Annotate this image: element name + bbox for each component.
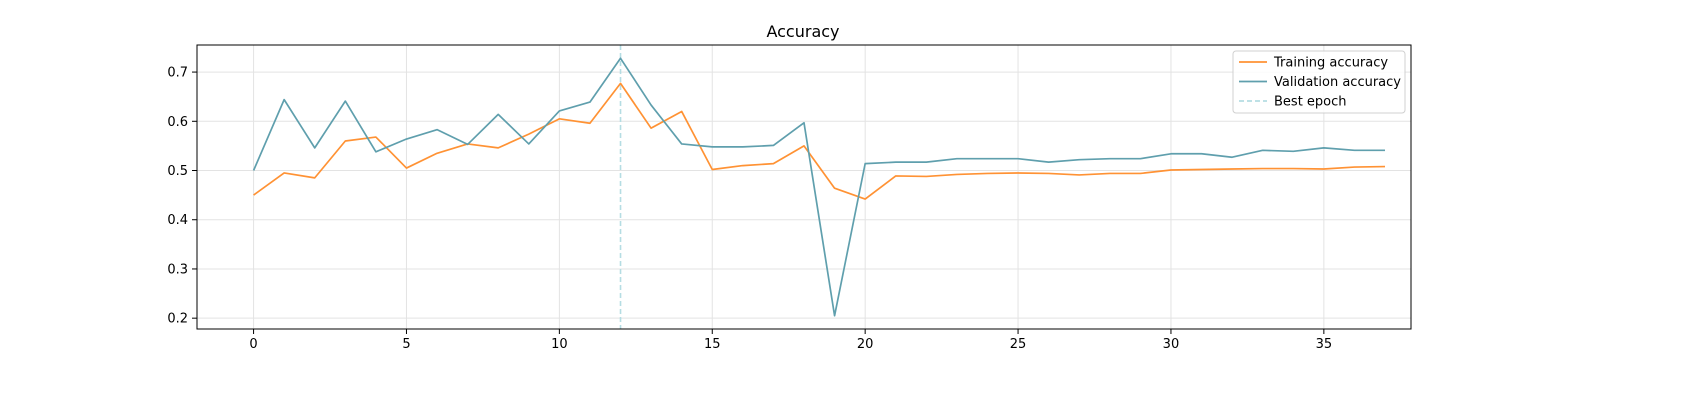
x-tick-label: 30 [1163, 337, 1180, 352]
validation-accuracy-line [252, 57, 1386, 317]
y-tick-label: 0.2 [167, 312, 188, 327]
legend-label-validation-accuracy: Validation accuracy [1274, 75, 1401, 90]
y-tick-label: 0.5 [167, 164, 188, 179]
legend-label-best-epoch: Best epoch [1274, 95, 1347, 110]
x-tick-label: 20 [857, 337, 874, 352]
y-tick-label: 0.7 [167, 66, 188, 81]
x-tick-label: 15 [704, 337, 721, 352]
chart-title: Accuracy [766, 22, 839, 41]
x-tick-label: 10 [551, 337, 568, 352]
series-lines [252, 57, 1386, 317]
y-axis: 0.2 0.3 0.4 0.5 0.6 0.7 [167, 66, 197, 327]
x-tick-label: 0 [249, 337, 257, 352]
legend-label-training-accuracy: Training accuracy [1273, 56, 1388, 71]
legend-box [1232, 50, 1406, 114]
y-tick-label: 0.3 [167, 262, 188, 277]
x-tick-label: 35 [1316, 337, 1333, 352]
y-tick-label: 0.6 [167, 115, 188, 130]
x-tick-label: 5 [402, 337, 410, 352]
legend: Training accuracy Validation accuracy Best… [1232, 50, 1406, 114]
x-tick-label: 25 [1010, 337, 1027, 352]
training-accuracy-line [253, 82, 1386, 200]
y-tick-label: 0.4 [167, 213, 188, 228]
x-axis: 0 5 10 15 20 25 30 35 [249, 329, 1332, 352]
grid-lines [197, 45, 1411, 329]
plot-frame [196, 44, 1412, 330]
